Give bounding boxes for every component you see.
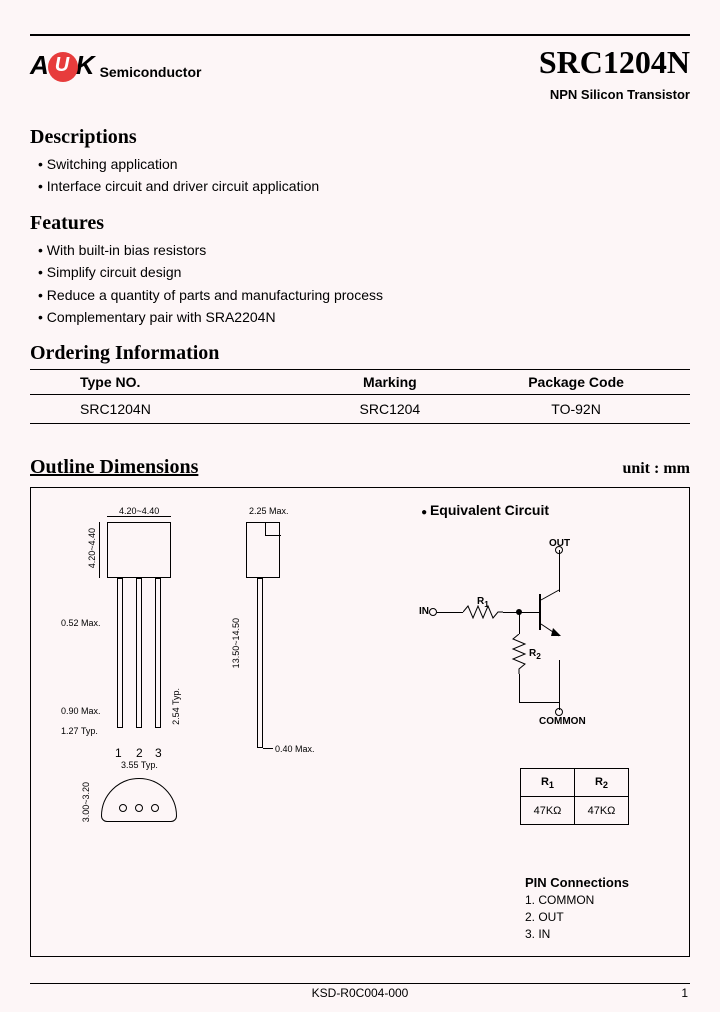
dim-body-len: 13.50~14.50 [231, 618, 241, 668]
wire [519, 674, 520, 702]
dim-height: 4.20~4.40 [87, 528, 97, 568]
pin-2: 2 [136, 746, 143, 760]
unit-prefix: unit : [622, 460, 659, 477]
footer: KSD-R0C004-000 [30, 983, 690, 1000]
terminal-in [429, 608, 437, 616]
package-bottom [101, 778, 177, 822]
pin-connections: PIN Connections 1. COMMON 2. OUT 3. IN [525, 874, 629, 943]
outline-header: Outline Dimensions unit : mm [30, 442, 690, 483]
lead-1 [117, 578, 123, 728]
features-title: Features [30, 212, 690, 235]
th-pkg: Package Code [462, 370, 690, 395]
label-r2: R2 [529, 648, 541, 661]
th-r1: R1 [521, 769, 575, 797]
list-item: Switching application [38, 153, 690, 175]
list-item: Simplify circuit design [38, 261, 690, 283]
list-item: Reduce a quantity of parts and manufactu… [38, 284, 690, 306]
page-number: 1 [681, 986, 688, 1000]
th-marking: Marking [318, 370, 463, 395]
dim-lead-w: 0.52 Max. [61, 618, 101, 628]
list-item: Complementary pair with SRA2204N [38, 306, 690, 328]
table-header-row: Type NO. Marking Package Code [30, 370, 690, 395]
part-subtitle: NPN Silicon Transistor [539, 87, 690, 102]
td-r1: 47KΩ [521, 797, 575, 825]
td-marking: SRC1204 [318, 395, 463, 424]
descriptions-title: Descriptions [30, 126, 690, 149]
wire [559, 550, 560, 592]
terminal-common [555, 708, 563, 716]
dim-base-w: 3.55 Typ. [121, 760, 158, 770]
part-number: SRC1204N [539, 44, 690, 81]
wire [519, 702, 560, 703]
logo: A K Semiconductor [30, 50, 201, 81]
dim-lead-t: 0.40 Max. [275, 744, 315, 754]
td-r2: 47KΩ [575, 797, 629, 825]
td-type: SRC1204N [30, 395, 318, 424]
lead-3 [155, 578, 161, 728]
table-row: SRC1204N SRC1204 TO-92N [30, 395, 690, 424]
resistor-table: R1 R2 47KΩ 47KΩ [520, 768, 629, 825]
header: A K Semiconductor SRC1204N NPN Silicon T… [30, 44, 690, 102]
pin-1: 1 [115, 746, 122, 760]
dim-pitch: 1.27 Typ. [61, 726, 98, 736]
dim-line [107, 516, 171, 517]
dim-line [99, 522, 100, 578]
dim-side-w: 2.25 Max. [249, 506, 289, 516]
unit-value: mm [663, 460, 690, 477]
td-pkg: TO-92N [462, 395, 690, 424]
equiv-title: Equivalent Circuit [421, 502, 549, 518]
logo-subtitle: Semiconductor [100, 64, 202, 80]
pin-conn-3: 3. IN [525, 926, 629, 943]
table-row: R1 R2 [521, 769, 629, 797]
package-front [107, 522, 171, 578]
lead-2 [136, 578, 142, 728]
wire [437, 612, 463, 613]
dim-line [263, 748, 273, 749]
top-rule [30, 34, 690, 36]
wire [519, 614, 520, 634]
pin-3: 3 [155, 746, 162, 760]
dim-width: 4.20~4.40 [119, 506, 159, 516]
unit-label: unit : mm [622, 460, 690, 478]
equiv-circuit: OUT IN COMMON R1 R2 [419, 538, 639, 738]
ordering-table: Type NO. Marking Package Code SRC1204N S… [30, 369, 690, 424]
dim-lead-tip: 0.90 Max. [61, 706, 101, 716]
pin-conn-title: PIN Connections [525, 874, 629, 892]
label-in: IN [419, 606, 429, 617]
th-type: Type NO. [30, 370, 318, 395]
ordering-title: Ordering Information [30, 342, 690, 365]
footer-code: KSD-R0C004-000 [312, 986, 409, 1000]
table-row: 47KΩ 47KΩ [521, 797, 629, 825]
transistor-icon [539, 588, 569, 638]
outline-title: Outline Dimensions [30, 456, 198, 479]
logo-a: A [30, 50, 50, 81]
list-item: Interface circuit and driver circuit app… [38, 175, 690, 197]
part-block: SRC1204N NPN Silicon Transistor [539, 44, 690, 102]
terminal-out [555, 546, 563, 554]
resistor-r1 [463, 604, 503, 620]
pin-conn-1: 1. COMMON [525, 892, 629, 909]
package-side [246, 522, 280, 578]
features-list: With built-in bias resistors Simplify ci… [30, 239, 690, 329]
pin-conn-2: 2. OUT [525, 909, 629, 926]
th-r2: R2 [575, 769, 629, 797]
outline-diagram: 4.20~4.40 4.20~4.40 0.52 Max. 0.90 Max. … [30, 487, 690, 957]
resistor-r2 [511, 634, 527, 674]
side-lead [257, 578, 263, 748]
dim-pitch2: 2.54 Typ. [171, 688, 181, 725]
list-item: With built-in bias resistors [38, 239, 690, 261]
descriptions-list: Switching application Interface circuit … [30, 153, 690, 198]
label-common: COMMON [539, 716, 586, 727]
dim-base-d: 3.00~3.20 [81, 782, 91, 822]
logo-u-icon [48, 52, 78, 82]
wire [523, 612, 539, 613]
logo-k: K [76, 50, 96, 81]
